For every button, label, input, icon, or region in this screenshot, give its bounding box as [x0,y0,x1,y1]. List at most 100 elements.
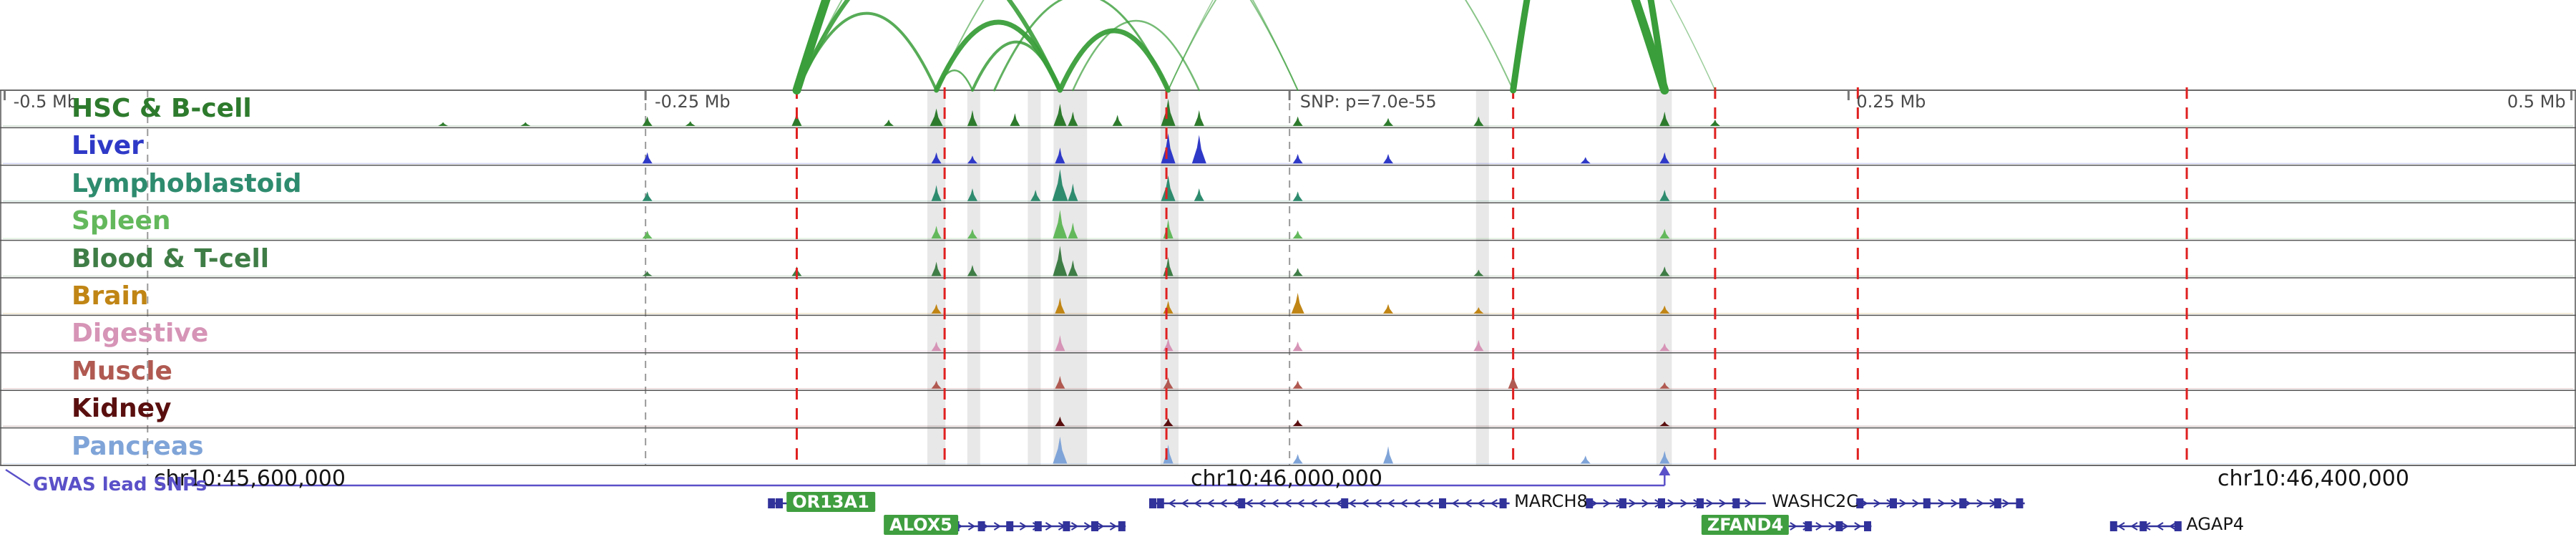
gene-strand-arrow [1873,499,1881,508]
gene-strand-arrow [1019,522,1028,531]
gene-strand-arrow [1194,499,1201,508]
signal-peak [1659,450,1670,464]
interaction-arc [935,0,1299,91]
gene-strand-arrow [1206,499,1214,508]
gene-exon [1697,498,1704,508]
gene-exon [2140,521,2147,531]
gene-exon [1149,498,1156,508]
gwas-lead-snps-label: GWAS lead SNPs [33,474,208,495]
signal-peak [1194,188,1204,201]
gene-strand-arrow [1387,499,1395,508]
gene-strand-arrow [967,522,976,531]
gene-strand-arrow [993,522,1002,531]
signal-peak [1161,99,1176,126]
gwas-arrow-head [1659,465,1671,475]
interaction-arc [794,0,1063,92]
gene-exon [1959,498,1967,508]
signal-peak [1659,228,1670,239]
interaction-arc [993,0,1170,92]
signal-peak [1659,266,1670,276]
signal-peak [931,226,942,239]
gene-exon [1805,521,1813,531]
gene-strand-arrow [1309,499,1317,508]
signal-peak [438,122,449,126]
signal-peak [1659,421,1670,427]
gene-exon [1091,521,1098,531]
signal-peak [1659,382,1670,389]
signal-peak [1473,269,1484,276]
gene-strand-arrow [1109,522,1118,531]
gene-exon [1238,498,1246,508]
signal-peak [1068,222,1078,239]
signal-peak [1292,380,1303,389]
gene-exon [1063,521,1070,531]
signal-peak [1383,117,1394,126]
gene-strand-arrow [1284,499,1292,508]
gene-strand-arrow [1912,499,1920,508]
signal-peak [931,380,942,389]
gene-strand-arrow [1603,499,1611,508]
gene-strand-arrow [1976,499,1984,508]
gene-strand-arrow [2156,522,2164,531]
signal-peak [1112,115,1123,126]
signal-peak [1383,153,1394,164]
gene-strand-arrow [1271,499,1279,508]
gene-exon [1156,498,1164,508]
signal-peak [1010,113,1020,126]
signal-peak [1659,190,1670,201]
signal-peak [1055,147,1065,164]
gene-strand-arrow [1258,499,1266,508]
gene-strand-arrow [1181,499,1189,508]
gene-exon [1732,498,1740,508]
signal-peak [931,341,942,352]
gene-strand-arrow [1667,499,1675,508]
gene-strand-arrow [1951,499,1958,508]
signal-peak [1055,375,1065,389]
gene-exon [1586,498,1594,508]
gene-strand-arrow [1629,499,1636,508]
gene-strand-arrow [1790,522,1797,531]
gene-exon [1856,498,1864,508]
interaction-arc [1167,0,1514,91]
gene-exon [1774,521,1781,531]
interaction-arc [792,0,1669,95]
signal-peak [1508,372,1518,389]
gene-exon [1118,521,1126,531]
signal-peak [685,121,696,126]
gene-strand-arrow [2002,499,2010,508]
gene-strand-arrow [2117,522,2125,531]
signal-peak [1292,454,1303,464]
signal-peak [520,122,531,126]
signal-peak [931,261,942,276]
gene-strand-arrow [1425,499,1433,508]
signal-peak [1291,293,1304,314]
gene-strand-arrow [1374,499,1382,508]
interaction-arc [1057,28,1171,93]
gene-strand-arrow [1815,522,1823,531]
signal-peak [1473,116,1484,126]
interaction-arc [1167,0,1716,91]
coordinate-label-left: chr10:45,600,000 [154,466,346,491]
gene-exon [1341,498,1349,508]
gene-strand-arrow [1641,499,1649,508]
signal-peak [1163,418,1174,427]
gene-strand-arrow [1451,499,1459,508]
gene-exon [2109,521,2117,531]
signal-peak [931,185,942,201]
signal-peak [1194,110,1204,126]
gene-strand-arrow [1168,499,1176,508]
gene-strand-arrow [1490,499,1498,508]
signal-peak [1292,268,1303,276]
signal-peak [1292,153,1303,164]
signal-peak [967,264,977,276]
gene-exon [1034,521,1042,531]
gene-strand-arrow [1335,499,1343,508]
signal-peak [931,152,942,164]
signal-peak [1055,335,1065,352]
signal-peak [1030,190,1041,201]
signal-peak [1709,120,1720,126]
signal-peak [967,228,977,239]
track-area-border [0,90,2576,466]
